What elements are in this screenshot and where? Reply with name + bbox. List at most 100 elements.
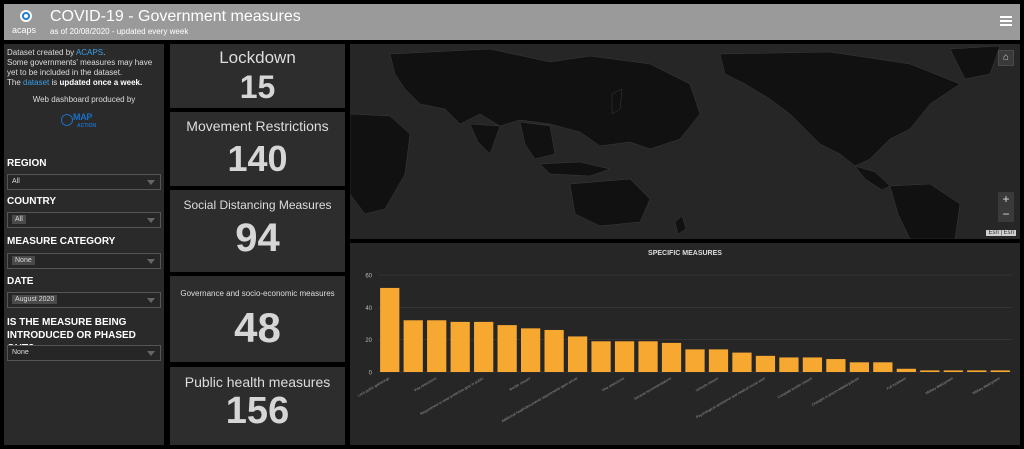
zoom-out-button[interactable]: − [1002,207,1010,221]
card-label: Governance and socio-economic measures [180,289,335,298]
bar [638,341,658,372]
bar [849,362,869,372]
eurasia-landmass [389,48,701,150]
region-select[interactable]: All [7,174,161,190]
bar [779,357,799,372]
basemap [350,45,1001,239]
chevron-down-icon [147,259,155,264]
specific-measures-panel: SPECIFIC MEASURES 0 20 40 60 Limit public ga… [350,243,1020,445]
x-tick-label: Limit public gatherings [357,376,390,397]
x-tick-label: Military deployment [925,376,954,395]
new-zealand-landmass [674,215,687,235]
x-tick-label: Changes in prison-related policies [811,376,860,407]
bar [497,325,517,372]
home-icon[interactable]: ⌂ [998,50,1014,66]
bar [661,342,682,372]
y-tick-label: 60 [365,274,372,280]
x-tick-label: Visa restrictions [601,376,625,392]
southeast-asia-landmass [519,121,556,160]
acaps-logo: acaps [10,8,42,38]
card-label: Social Distancing Measures [183,198,332,212]
lockdown-card: Lockdown 15 [170,44,345,108]
phase-select[interactable]: None [7,345,161,361]
bar [544,329,564,372]
bar [826,359,846,372]
dataset-link[interactable]: dataset [23,78,50,87]
australia-landmass [569,178,651,227]
bar [591,341,611,372]
x-tick-label: Schools closure [695,376,719,392]
bar [943,370,963,372]
filter-sidebar: Dataset created by ACAPS. Some governmen… [4,44,164,445]
x-tick-label: Border closure [509,376,531,391]
country-label: COUNTRY [7,196,57,207]
bar [403,320,423,372]
hamburger-menu-icon[interactable] [1000,16,1012,26]
zoom-controls: + − [998,192,1014,222]
india-landmass [469,123,501,155]
greenland-landmass [949,45,1001,80]
card-label: Lockdown [219,48,296,67]
japan-landmass [611,88,623,115]
page-subtitle: as of 20/08/2020 - updated every week [50,27,189,36]
specific-measures-chart: 0 20 40 60 Limit public gatherings Visa restr… [357,274,1012,423]
bar [685,349,705,372]
dataset-disclaimer: Some governments' measures may have yet … [7,58,153,77]
world-map[interactable]: ⌂ + − Esri | Esri [350,44,1020,239]
mapaction-logo: MAP ACTION [59,111,109,133]
date-select[interactable]: August 2020 [7,292,161,308]
card-label: Public health measures [184,374,331,390]
x-tick-label: General recommendations [633,376,672,401]
bar [967,370,987,372]
bar [920,370,940,372]
card-value: 48 [234,304,281,351]
chevron-down-icon [147,298,155,303]
bar [567,336,588,372]
bar [873,362,893,372]
bar [521,328,541,372]
globe-icon [61,114,73,126]
measure-category-label: MEASURE CATEGORY [7,236,116,247]
chevron-down-icon [147,180,155,185]
dataset-info: Dataset created by ACAPS. Some governmen… [7,48,153,87]
bar [474,321,494,372]
bar [896,368,916,372]
x-tick-label: Military deployment [972,376,1001,395]
x-tick-label: Visa restrictions [413,376,437,392]
acaps-logo-icon [20,10,32,22]
chevron-down-icon [147,218,155,223]
central-america-landmass [854,165,891,191]
card-value: 140 [227,138,288,179]
governance-card: Governance and socio-economic measures 4… [170,276,345,362]
map-attribution[interactable]: Esri | Esri [986,230,1016,236]
bar [427,320,447,372]
bar [380,287,400,372]
card-value: 156 [225,390,290,432]
measure-category-select[interactable]: None [7,253,161,269]
movement-restrictions-card: Movement Restrictions 140 [170,112,345,186]
bar [708,349,729,372]
card-value: 15 [239,69,276,105]
country-select[interactable]: All [7,212,161,228]
acaps-link[interactable]: ACAPS [75,48,104,57]
social-distancing-card: Social Distancing Measures 94 [170,190,345,272]
africa-landmass [350,113,411,215]
y-tick-label: 40 [365,306,372,312]
bar [450,321,470,372]
y-tick-label: 0 [369,371,373,377]
x-tick-label: Additional health/documents requirements… [501,376,578,423]
chart-title: SPECIFIC MEASURES [648,250,722,257]
dashboard-credit: Web dashboard produced by [32,95,136,104]
south-america-landmass [889,183,961,239]
card-label: Movement Restrictions [186,118,329,134]
acaps-logo-text: acaps [12,25,37,35]
public-health-card: Public health measures 156 [170,367,345,445]
bar [732,352,752,372]
zoom-in-button[interactable]: + [1002,192,1010,206]
north-america-landmass [719,51,961,167]
app-header: acaps COVID-19 - Government measures as … [4,4,1020,40]
bar [802,357,823,372]
date-label: DATE [7,276,34,287]
bar [755,355,776,372]
card-value: 94 [235,216,280,260]
